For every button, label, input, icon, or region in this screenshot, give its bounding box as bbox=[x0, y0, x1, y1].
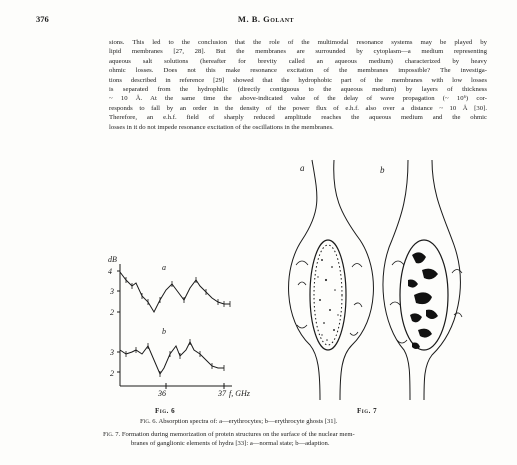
cell-b bbox=[383, 160, 462, 400]
figure-6-spectra: dB 4 3 2 3 2 a b 36 37 f, GHz bbox=[100, 250, 260, 400]
figure-6-caption: Fig. 6. Absorption spectra of: a—erythro… bbox=[140, 417, 337, 426]
text-line: sions. This led to the conclusion that t… bbox=[109, 38, 487, 47]
panel-b-label: b bbox=[380, 165, 385, 175]
caption-6-prefix: Fig. 6. bbox=[140, 418, 157, 425]
y-tick-a-4: 4 bbox=[108, 267, 112, 276]
text-line: is separated from the hydrophilic (direc… bbox=[109, 85, 487, 94]
panel-a-label: a bbox=[300, 163, 305, 173]
curve-a bbox=[120, 272, 230, 312]
text-line: lipid membranes [27, 28]. But the membra… bbox=[109, 47, 487, 56]
text-line: Therefore, an e.h.f. field of sharply re… bbox=[109, 113, 487, 122]
y-unit-label: dB bbox=[108, 255, 117, 264]
x-tick-37: 37 bbox=[217, 389, 227, 398]
running-head: M. B. Golant bbox=[36, 14, 496, 24]
curve-b-label: b bbox=[162, 327, 166, 336]
text-line: responds to fall by an order in the dens… bbox=[109, 104, 487, 113]
caption-7-line1: Formation during memorization of protein… bbox=[122, 431, 355, 438]
cell-a bbox=[289, 160, 374, 400]
figure-6-label: Fig. 6 bbox=[155, 407, 175, 415]
text-line: aqueous salt solutions (hereafter for br… bbox=[109, 57, 487, 66]
x-unit-label: f, GHz bbox=[229, 389, 251, 398]
page-header: 376 M. B. Golant bbox=[36, 14, 496, 28]
y-tick-a-3: 3 bbox=[109, 287, 114, 296]
figure-7-cell-drawings: a b bbox=[282, 155, 472, 400]
curve-a-label: a bbox=[162, 263, 166, 272]
nucleus-b-chromatin bbox=[408, 252, 438, 349]
x-tick-36: 36 bbox=[157, 389, 166, 398]
text-line: tions described in reference [29] showed… bbox=[109, 76, 487, 85]
figure-7-label: Fig. 7 bbox=[357, 407, 377, 415]
text-line: losses in it do not impede resonance exc… bbox=[109, 123, 487, 132]
caption-7-prefix: Fig. 7. bbox=[103, 431, 120, 438]
text-line: ohmic losses. Does not this make resonan… bbox=[109, 66, 487, 75]
y-tick-b-3: 3 bbox=[109, 348, 114, 357]
caption-6-text: Absorption spectra of: a—erythrocytes; b… bbox=[158, 418, 337, 425]
text-line: ~ 10 Å. At the same time the above-indic… bbox=[109, 94, 487, 103]
y-tick-a-2: 2 bbox=[110, 308, 114, 317]
y-tick-b-2: 2 bbox=[110, 369, 114, 378]
body-paragraph: sions. This led to the conclusion that t… bbox=[109, 38, 487, 132]
nucleus-a-granules bbox=[317, 259, 338, 341]
caption-7-line2: branes of ganglionic elements of hydra [… bbox=[103, 439, 493, 448]
figure-7-caption: Fig. 7. Formation during memorization of… bbox=[103, 430, 493, 448]
curve-b bbox=[120, 342, 224, 374]
